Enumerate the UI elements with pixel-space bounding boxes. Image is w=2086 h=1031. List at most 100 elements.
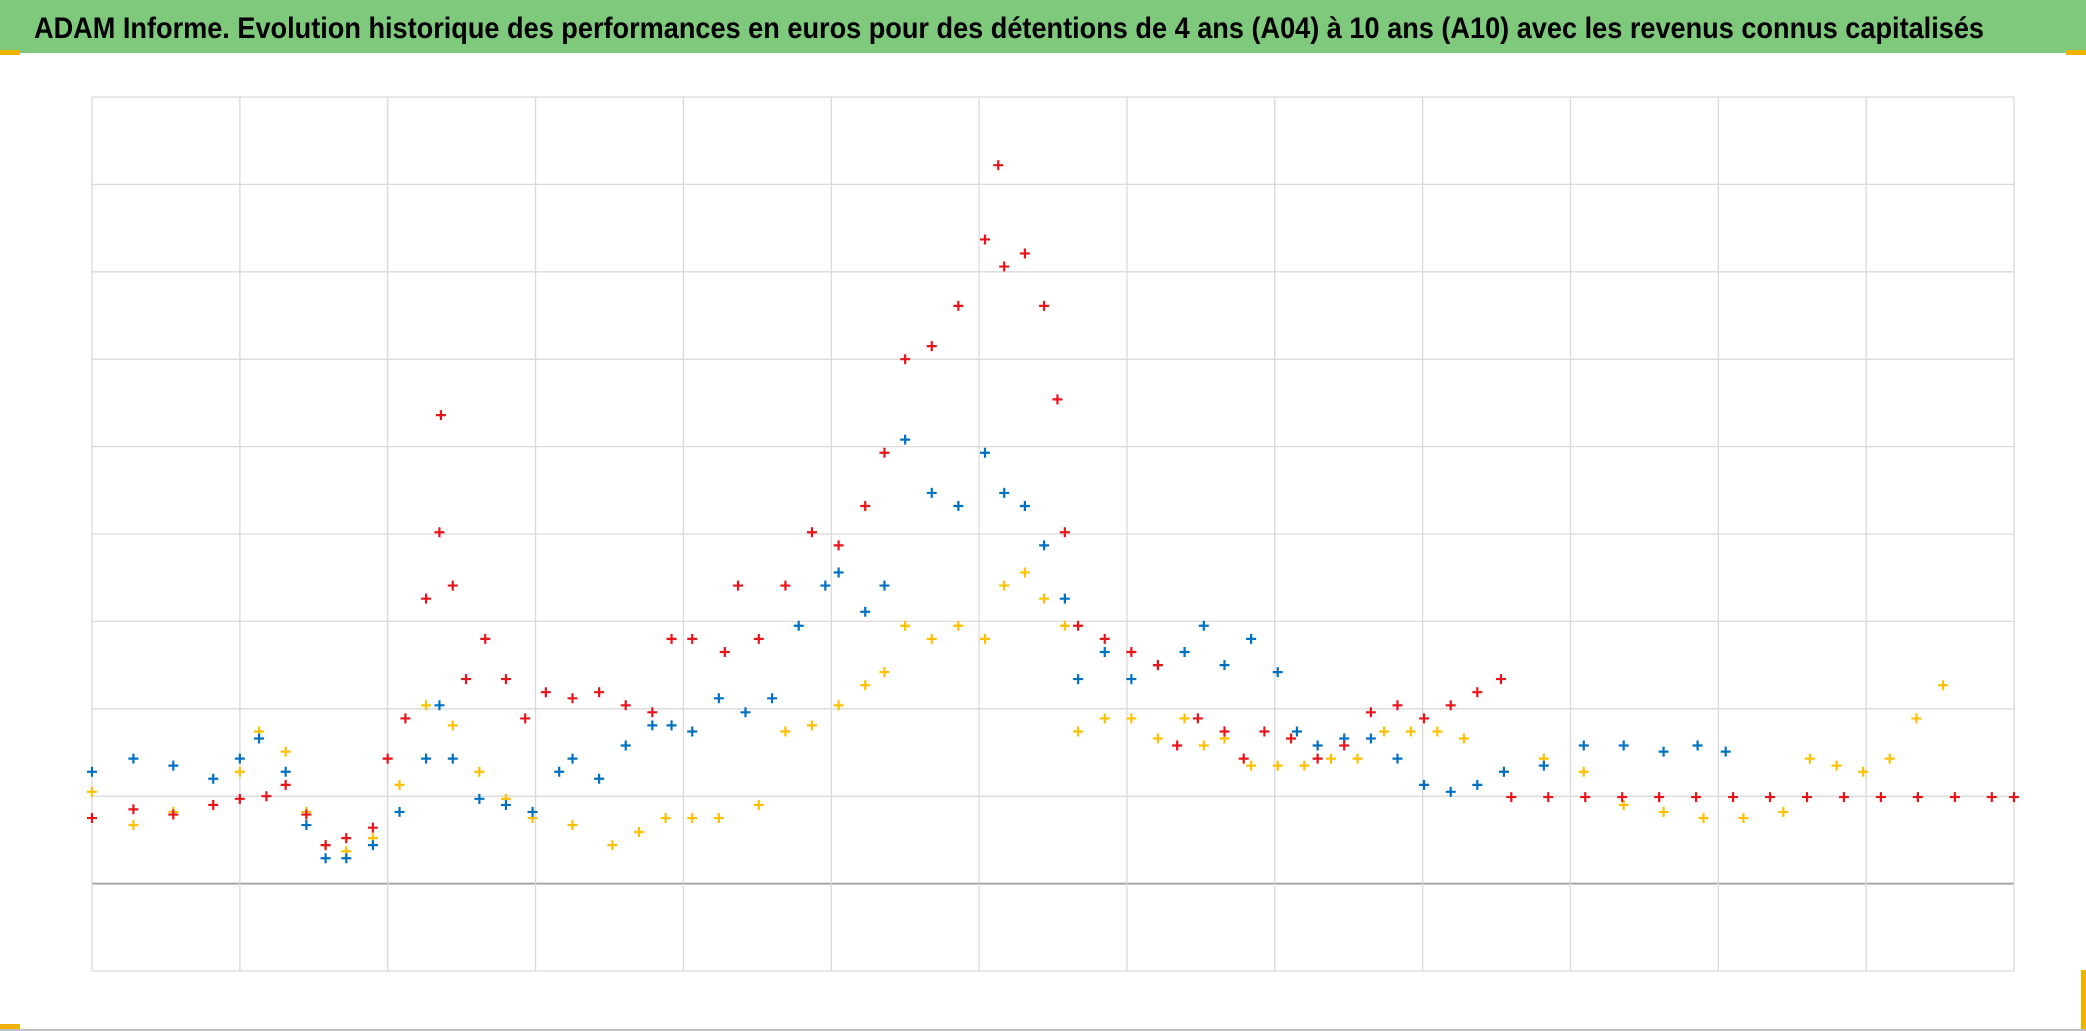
point [280,766,291,777]
point [447,753,458,764]
point [234,766,245,777]
point [280,746,291,757]
point [713,693,724,704]
point [301,809,312,820]
point [879,667,890,678]
point [434,527,445,538]
point [607,840,618,851]
point [1073,620,1084,631]
point [999,261,1010,272]
point [879,580,890,591]
grid [91,96,2015,972]
point [1618,740,1629,751]
point [1365,707,1376,718]
point [1246,633,1257,644]
point [421,593,432,604]
point [979,633,990,644]
point [1039,540,1050,551]
point [367,822,378,833]
point [620,740,631,751]
point [719,646,730,657]
point [1698,813,1709,824]
point [1179,646,1190,657]
point [740,707,751,718]
point [713,813,724,824]
point [1198,620,1209,631]
point [168,809,179,820]
point [1506,792,1517,803]
point [1059,620,1070,631]
point [1019,567,1030,578]
point [833,700,844,711]
point [733,580,744,591]
point [767,693,778,704]
point [1692,740,1703,751]
point [447,580,458,591]
point [833,540,844,551]
point [647,720,658,731]
point [474,793,485,804]
point [1658,806,1669,817]
point [1658,746,1669,757]
point [1495,674,1506,685]
point [879,447,890,458]
corner [2066,50,2086,55]
point [341,853,352,864]
point [1498,766,1509,777]
point [1152,733,1163,744]
point [1459,733,1470,744]
point [1419,779,1430,790]
point [2009,792,2019,803]
point [168,760,179,771]
point [1039,593,1050,604]
point [1392,753,1403,764]
point [341,833,352,844]
bottom-border [0,1029,2086,1031]
point [1472,779,1483,790]
point [1172,740,1183,751]
point [382,753,393,764]
point [1179,713,1190,724]
point [594,773,605,784]
point [594,687,605,698]
point [1019,501,1030,512]
point [979,234,990,245]
point [1432,726,1443,737]
point [520,713,531,724]
point [1286,733,1297,744]
point [1765,792,1776,803]
point [1246,760,1257,771]
point [421,753,432,764]
point [1272,667,1283,678]
point [394,806,405,817]
point [1325,753,1336,764]
point [1073,674,1084,685]
point [1831,760,1842,771]
point [301,820,312,831]
point [1445,700,1456,711]
point [900,354,911,365]
point [1152,660,1163,671]
point [1738,813,1749,824]
point [540,687,551,698]
point [1986,792,1997,803]
point [807,527,818,538]
point [634,827,645,838]
point [400,713,411,724]
point [1059,527,1070,538]
point [926,341,937,352]
point [1949,792,1960,803]
corner [2081,970,2086,1031]
point [87,813,97,824]
point [1339,740,1350,751]
point [567,753,578,764]
plot [87,160,2019,864]
point [87,766,97,777]
point [753,633,764,644]
point [320,840,331,851]
point [1352,753,1363,764]
point [999,580,1010,591]
point [833,567,844,578]
point [1720,746,1731,757]
